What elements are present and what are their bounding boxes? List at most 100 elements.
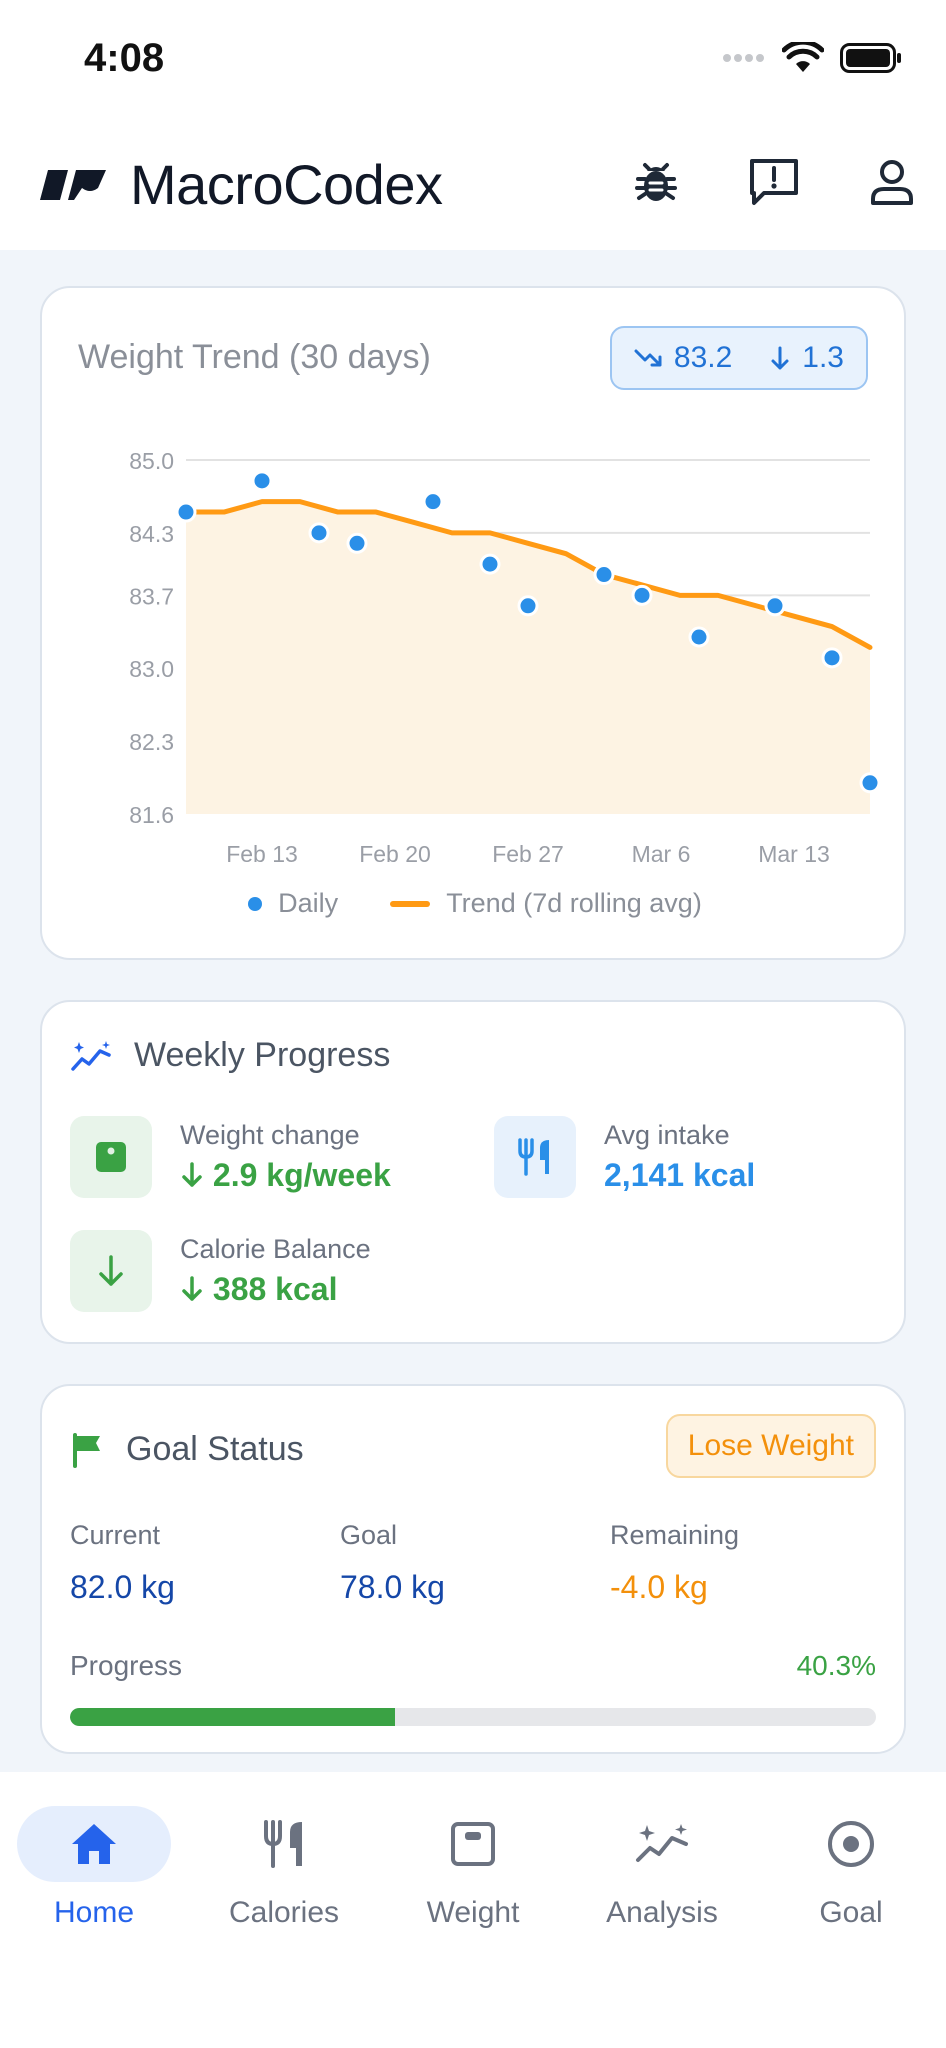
trend-badge: 83.2 1.3 — [609, 326, 868, 390]
trend-area — [186, 501, 870, 814]
legend-daily-label: Daily — [278, 888, 339, 918]
weekly-progress-card: Weekly Progress Weight change 2.9 kg/wee… — [40, 1000, 906, 1344]
weight-change-label: Weight change — [180, 1120, 360, 1150]
logo-icon — [40, 169, 106, 200]
feedback-button[interactable] — [746, 154, 802, 210]
bottom-tab-bar: Home Calories Weight Analy — [0, 1772, 946, 2048]
tab-weight-icon-wrap — [396, 1806, 550, 1882]
daily-point — [251, 470, 273, 492]
daily-point — [479, 553, 501, 575]
weight-change-value: 2.9 kg/week — [212, 1157, 391, 1193]
tab-goal-icon-wrap — [774, 1806, 928, 1882]
calorie-balance-tile — [70, 1230, 152, 1312]
avg-intake-tile — [494, 1116, 576, 1198]
brand: MacroCodex — [38, 152, 443, 217]
trend-line — [183, 499, 873, 650]
goal-remaining: Remaining -4.0 kg — [610, 1520, 739, 1606]
tab-analysis-icon-wrap — [585, 1806, 739, 1882]
weight-trend-chart: 85.0 84.3 83.7 83.0 82.3 81.6 Feb 13 Feb 20 Feb … — [129, 448, 881, 867]
y-tick-label: 81.6 — [129, 802, 174, 828]
target-icon — [828, 1821, 874, 1867]
weekly-progress-title: Weekly Progress — [134, 1036, 391, 1074]
y-tick-label: 82.3 — [129, 729, 174, 755]
status-icons — [722, 42, 902, 74]
y-tick-label: 84.3 — [129, 521, 174, 547]
progress-bar-fill — [70, 1708, 395, 1726]
calorie-balance-value: 388 kcal — [212, 1271, 338, 1307]
tab-calories[interactable]: Calories — [204, 1806, 364, 1930]
x-tick-label: Feb 27 — [492, 841, 564, 867]
avg-intake-text: Avg intake 2,141 kcal — [604, 1120, 755, 1194]
y-tick-label: 83.7 — [129, 583, 174, 609]
status-time: 4:08 — [84, 36, 165, 80]
scale-icon — [451, 1822, 495, 1866]
stat-weight-change: Weight change 2.9 kg/week — [70, 1116, 391, 1198]
y-tick-label: 85.0 — [129, 448, 174, 474]
goal-status-header: Goal Status — [70, 1430, 304, 1469]
app-header: MacroCodex — [0, 120, 946, 250]
daily-point — [422, 491, 444, 513]
progress-percent: 40.3% — [796, 1650, 876, 1681]
daily-point — [764, 595, 786, 617]
legend-daily-marker — [248, 896, 263, 911]
sparkle-chart-icon — [71, 1040, 111, 1071]
arrow-down-icon — [771, 346, 789, 370]
daily-point — [175, 501, 197, 523]
goal-target-value: 78.0 kg — [340, 1569, 445, 1605]
scale-icon — [96, 1142, 126, 1172]
x-tick-label: Mar 6 — [632, 841, 691, 867]
tab-weight-label: Weight — [426, 1896, 520, 1929]
goal-current-value: 82.0 kg — [70, 1569, 175, 1605]
arrow-down-icon — [182, 1276, 202, 1301]
tab-home[interactable]: Home — [14, 1806, 174, 1930]
weight-change-value-row: 2.9 kg/week — [180, 1157, 391, 1194]
flag-icon — [73, 1432, 100, 1468]
daily-point — [631, 584, 653, 606]
debug-button[interactable] — [628, 154, 684, 210]
tab-goal[interactable]: Goal — [771, 1806, 931, 1930]
app-title: MacroCodex — [130, 153, 443, 216]
tab-goal-label: Goal — [819, 1896, 883, 1929]
daily-point — [346, 532, 368, 554]
weight-change-tile — [70, 1116, 152, 1198]
arrow-down-icon — [99, 1255, 123, 1286]
goal-target: Goal 78.0 kg — [340, 1520, 445, 1606]
avg-intake-label: Avg intake — [604, 1120, 730, 1150]
goal-status-card[interactable]: Goal Status Lose Weight Current 82.0 kg … — [40, 1384, 906, 1754]
goal-status-title: Goal Status — [126, 1430, 304, 1468]
fork-knife-icon — [264, 1820, 302, 1868]
profile-button[interactable] — [864, 154, 920, 210]
goal-type-badge: Lose Weight — [665, 1414, 876, 1478]
goal-current: Current 82.0 kg — [70, 1520, 175, 1606]
stat-avg-intake: Avg intake 2,141 kcal — [494, 1116, 755, 1198]
daily-point — [821, 647, 843, 669]
trending-down-icon — [634, 349, 662, 367]
weight-trend-title: Weight Trend (30 days) — [78, 338, 431, 376]
goal-remaining-value: -4.0 kg — [610, 1569, 708, 1605]
x-tick-label: Feb 20 — [359, 841, 431, 867]
weight-trend-card[interactable]: Weight Trend (30 days) 83.2 1.3 85.0 84.3… — [40, 286, 906, 960]
person-icon — [871, 160, 913, 205]
calorie-balance-value-row: 388 kcal — [180, 1271, 371, 1308]
status-bar: 4:08 — [0, 0, 946, 120]
calorie-balance-label: Calorie Balance — [180, 1234, 371, 1264]
daily-point — [308, 522, 330, 544]
tab-analysis-label: Analysis — [606, 1896, 718, 1929]
battery-icon — [840, 43, 901, 73]
daily-point — [593, 564, 615, 586]
header-actions — [628, 154, 920, 210]
legend-trend-label: Trend (7d rolling avg) — [446, 888, 702, 918]
calorie-balance-text: Calorie Balance 388 kcal — [180, 1234, 371, 1308]
stat-calorie-balance: Calorie Balance 388 kcal — [70, 1230, 371, 1312]
daily-point — [859, 772, 881, 794]
daily-point — [688, 626, 710, 648]
tab-weight[interactable]: Weight — [393, 1806, 553, 1930]
tab-analysis[interactable]: Analysis — [582, 1806, 742, 1930]
tab-calories-label: Calories — [228, 1896, 340, 1929]
tab-calories-icon-wrap — [207, 1806, 361, 1882]
feedback-icon — [750, 159, 798, 205]
y-tick-label: 83.0 — [129, 656, 174, 682]
chart-legend: Daily Trend (7d rolling avg) — [42, 888, 908, 919]
progress-label: Progress — [70, 1650, 183, 1681]
weight-change-text: Weight change 2.9 kg/week — [180, 1120, 391, 1194]
